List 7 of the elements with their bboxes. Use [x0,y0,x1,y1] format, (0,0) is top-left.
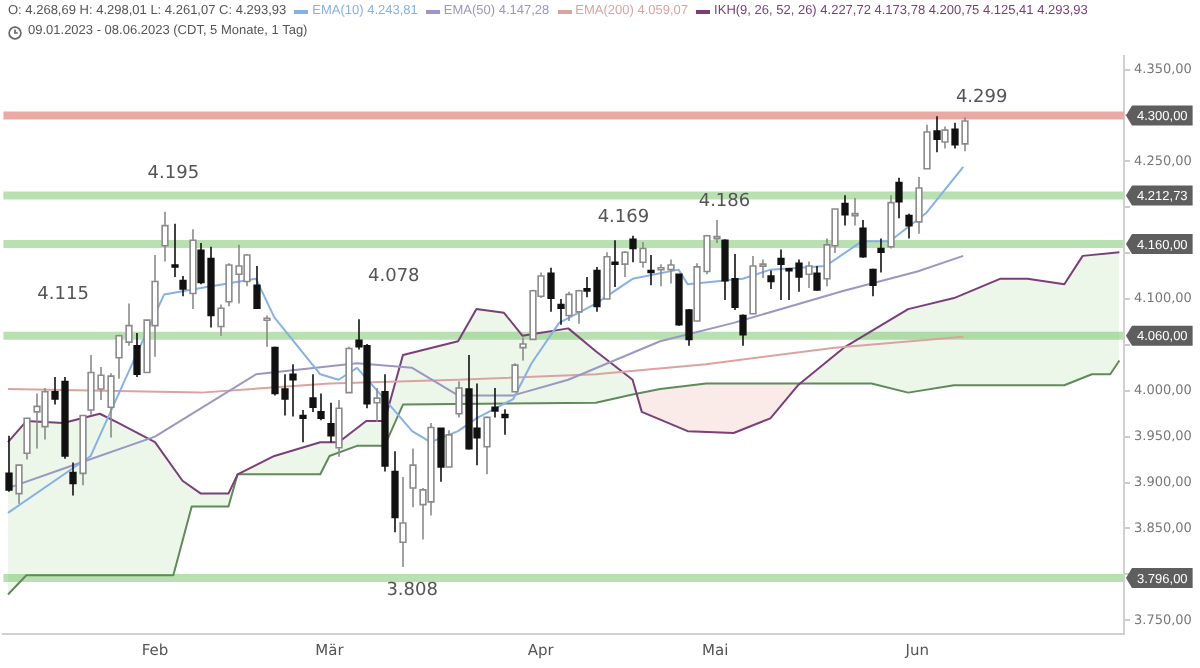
annotation: 4.115 [37,284,89,305]
annotation: 4.299 [955,88,1008,109]
annotation: 4.169 [597,207,650,228]
annotation: 3.808 [386,580,439,601]
annotation: 4.078 [368,266,421,287]
annotation: 4.186 [698,192,751,213]
annotation: 4.195 [147,163,200,184]
